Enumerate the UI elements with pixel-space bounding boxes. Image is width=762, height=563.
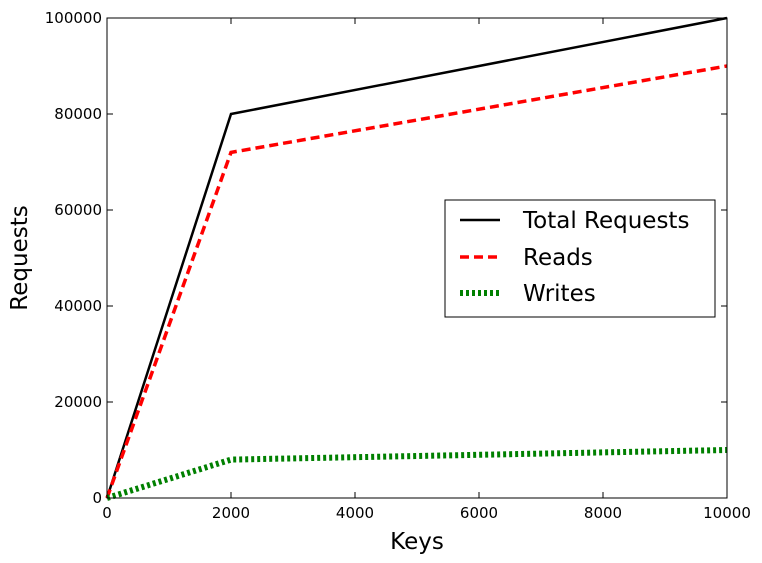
legend: Total Requests Reads Writes [444,199,716,318]
x-tick-label: 10000 [703,504,751,522]
x-tick-label: 2000 [212,504,250,522]
x-tick-label: 0 [102,504,112,522]
x-tick-label: 6000 [460,504,498,522]
y-axis-label: Requests [7,205,33,310]
y-tick-label: 100000 [45,9,102,27]
series-line-writes [106,447,728,501]
y-tick-label: 40000 [54,297,102,315]
plot-frame [106,17,728,499]
y-tick-label: 20000 [54,393,102,411]
y-tick-label: 80000 [54,105,102,123]
y-tick-label: 60000 [54,201,102,219]
legend-label-total-requests: Total Requests [522,208,689,234]
legend-label-reads: Reads [523,245,593,271]
x-axis-label: Keys [390,529,444,555]
legend-label-writes: Writes [523,281,596,307]
x-tick-label: 8000 [584,504,622,522]
y-tick-label: 0 [92,489,102,507]
x-tick-label: 4000 [336,504,374,522]
ticks-layer: 0 2000 4000 6000 8000 10000020000400006000080… [45,9,751,522]
